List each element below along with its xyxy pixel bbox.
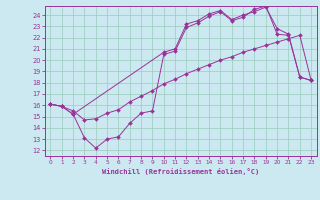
X-axis label: Windchill (Refroidissement éolien,°C): Windchill (Refroidissement éolien,°C) <box>102 168 260 175</box>
